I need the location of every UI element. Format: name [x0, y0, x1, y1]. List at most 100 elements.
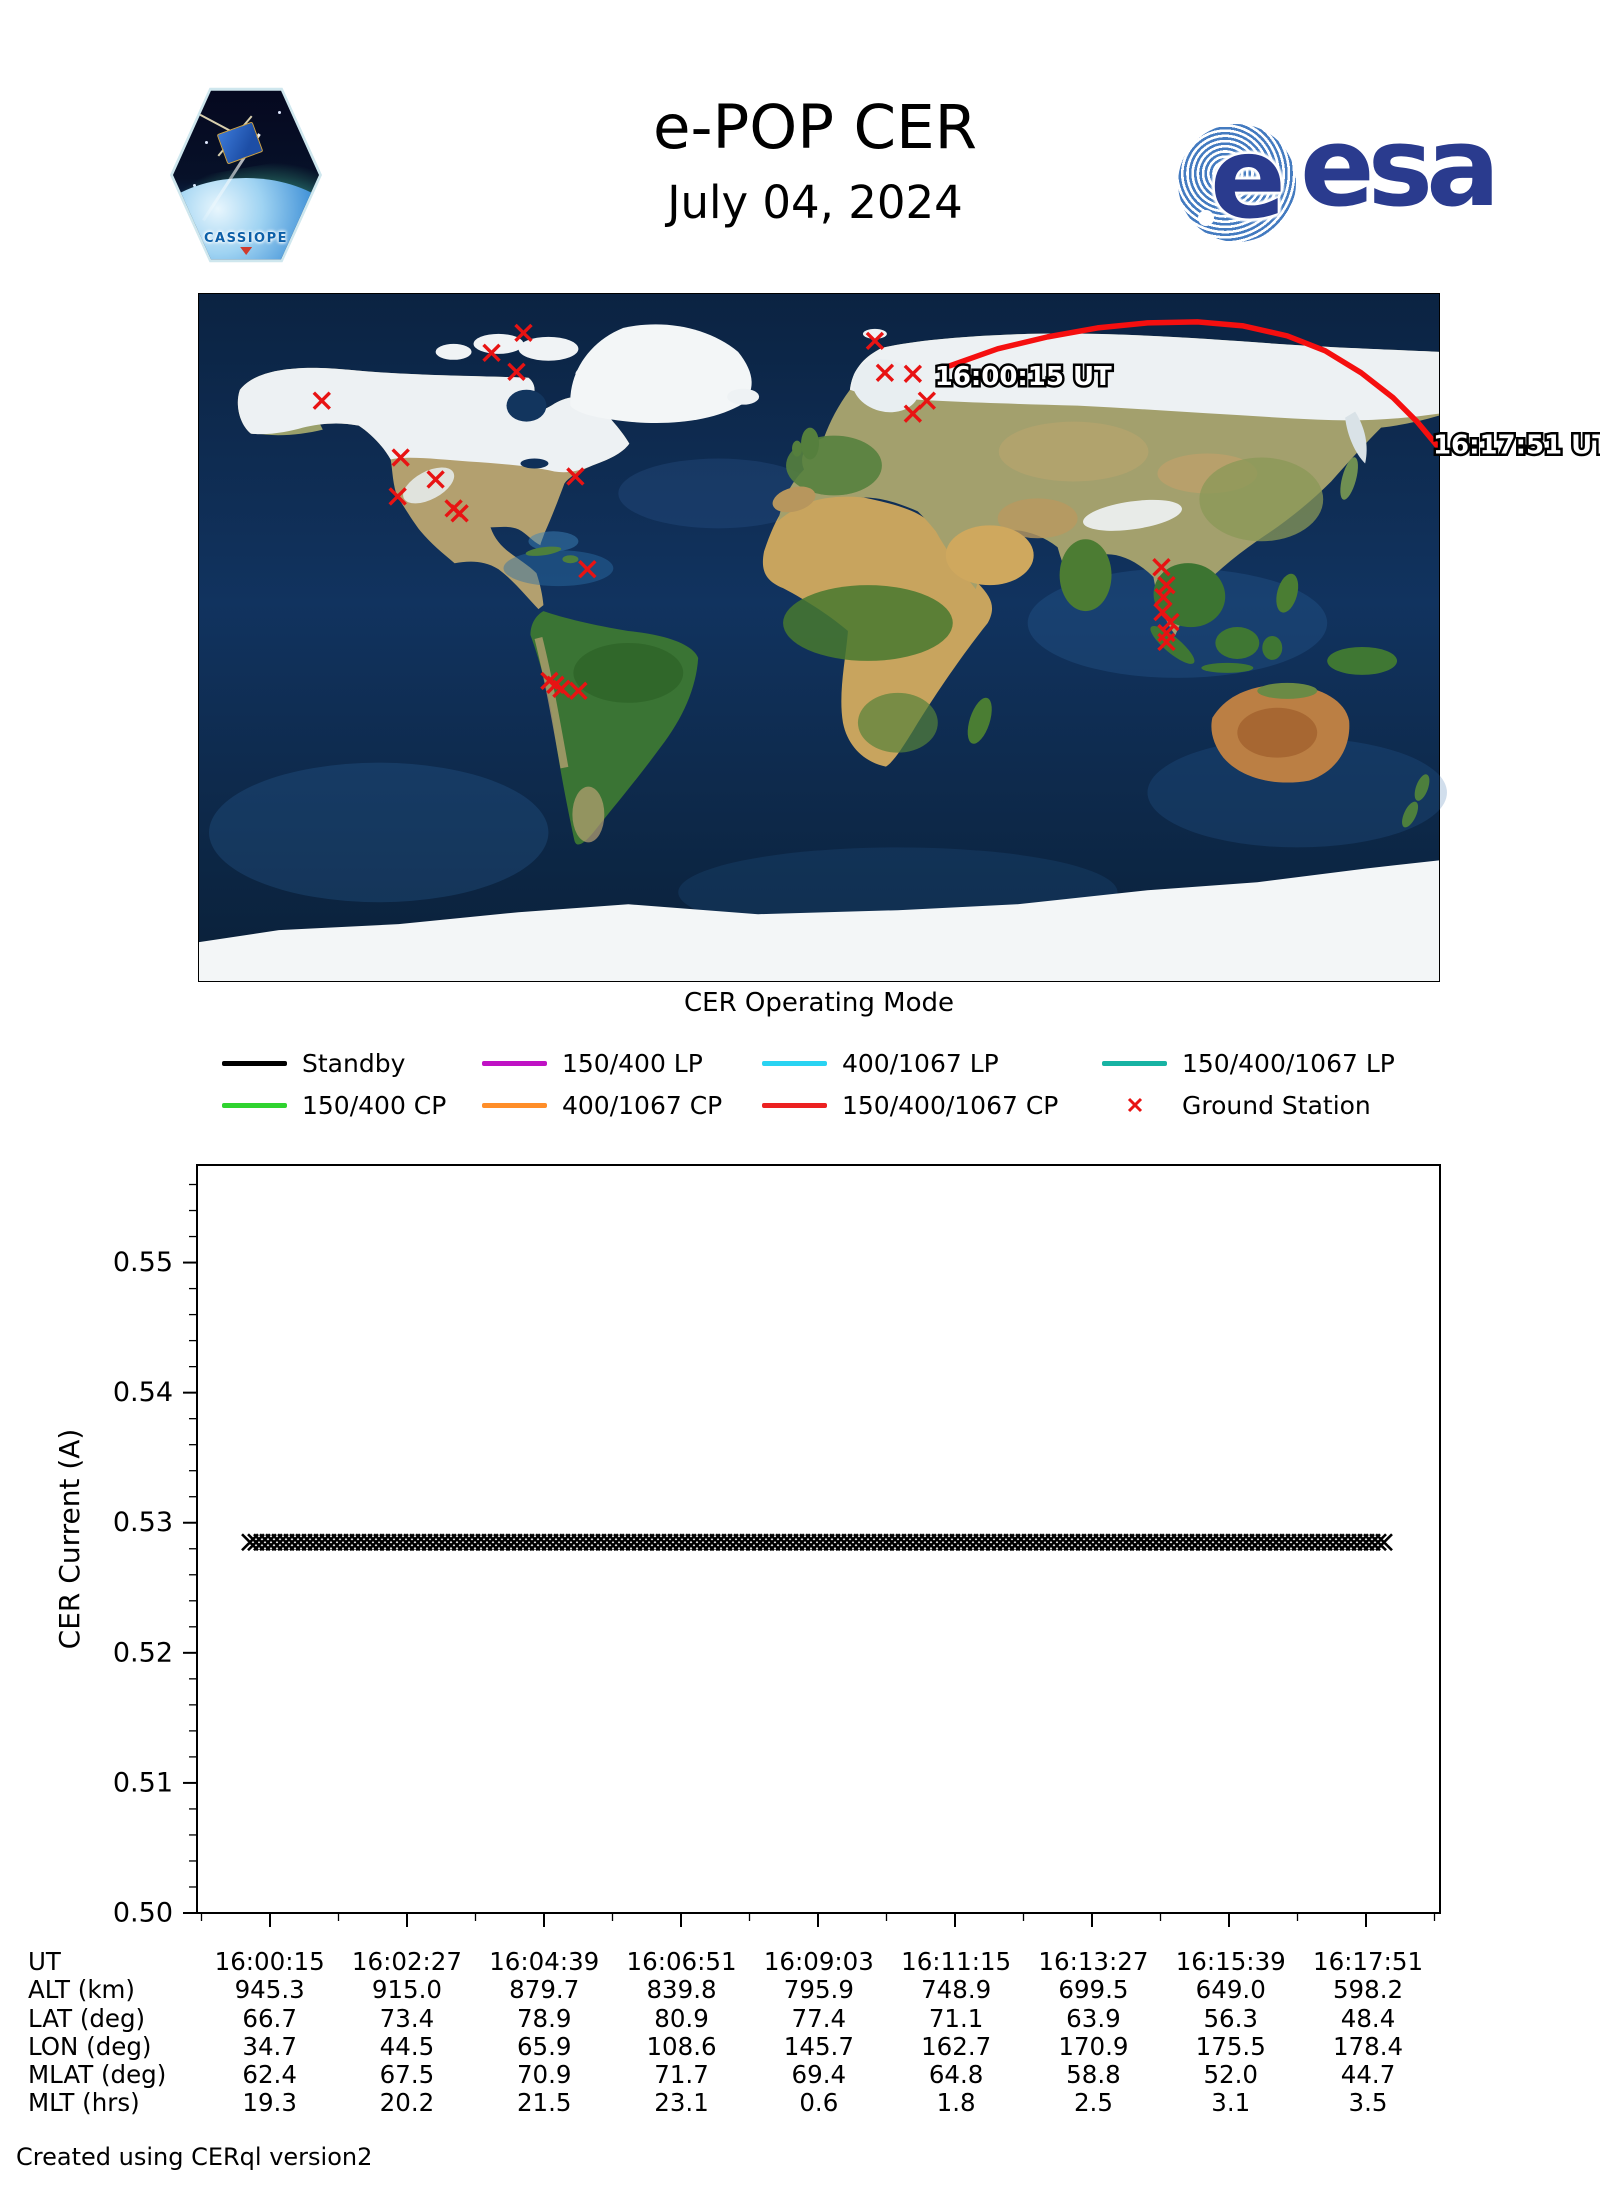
satellite-track [947, 319, 1440, 449]
legend-item-label: Standby [302, 1048, 406, 1078]
table-cell: 21.5 [516, 2088, 572, 2118]
legend-item: Ground Station [1102, 1088, 1371, 1122]
british-isles [801, 427, 819, 460]
cuba [525, 546, 562, 556]
ground-station-marker [1152, 558, 1171, 577]
legend-title: CER Operating Mode [683, 988, 954, 1018]
ground-station-marker [865, 331, 885, 351]
india [1059, 539, 1112, 612]
madagascar [967, 697, 992, 744]
iceland [727, 388, 760, 405]
footer-credit: Created using CERql version2 [16, 2143, 373, 2171]
table-cell: 34.7 [242, 2031, 297, 2061]
ground-station-marker [569, 681, 588, 701]
ground-station-marker [1154, 587, 1173, 607]
track-start-time-label: 16:00:15 UT [935, 362, 1112, 392]
legend-item-label: 400/1067 CP [562, 1090, 723, 1120]
table-cell: 170.9 [1058, 2031, 1129, 2061]
great-lakes [520, 458, 549, 469]
table-cell: 839.8 [646, 1975, 717, 2005]
scandinavia-snow [852, 359, 920, 413]
cassiope-label: CASSIOPE [203, 230, 289, 246]
table-cell: 16:17:51 [1313, 1947, 1424, 1976]
ground-station-marker [426, 470, 445, 489]
ground-station-marker [1161, 612, 1180, 632]
legend-item-label: Ground Station [1182, 1090, 1371, 1120]
legend-item-label: 150/400/1067 LP [1182, 1048, 1395, 1078]
cassiope-mission-patch: CASSIOPE [170, 86, 322, 264]
table-cell: 23.1 [654, 2088, 709, 2118]
table-cell: 64.8 [928, 2060, 984, 2090]
legend-item: 150/400 LP [482, 1046, 703, 1080]
table-cell: 3.5 [1348, 2088, 1388, 2118]
y-axis-label: CER Current (A) [53, 1429, 86, 1650]
ground-station-marker [578, 560, 597, 579]
table-row-label: MLAT (deg) [28, 2060, 167, 2090]
table-cell: 748.9 [921, 1975, 992, 2005]
legend-swatch-line [762, 1102, 827, 1108]
table-cell: 80.9 [654, 2003, 709, 2033]
legend-item-label: 150/400 LP [562, 1048, 703, 1078]
ephemeris-table: UT 16:00:15 16:02:27 16:04:39 16:06:51 16:09:… [20, 1947, 1437, 2118]
ground-station-marker [388, 487, 407, 506]
table-cell: 108.6 [646, 2031, 717, 2061]
table-cell: 145.7 [783, 2031, 854, 2061]
y-tick-label: 0.50 [113, 1898, 173, 1929]
table-row-label: LAT (deg) [28, 2003, 146, 2033]
esa-e-glyph: e [1210, 114, 1286, 244]
antarctica [199, 860, 1439, 981]
table-cell: 0.6 [799, 2088, 839, 2118]
table-cell: 178.4 [1332, 2031, 1404, 2061]
y-tick-label: 0.54 [113, 1377, 173, 1408]
table-cell: 77.4 [791, 2003, 847, 2033]
ground-station-marker [903, 364, 923, 383]
track-end-time-label: 16:17:51 UT [1433, 431, 1600, 461]
table-cell: 162.7 [921, 2031, 992, 2061]
esa-logo: e esa [1178, 103, 1500, 254]
new-guinea [1327, 646, 1398, 675]
star-dot [205, 140, 209, 144]
table-cell: 63.9 [1066, 2003, 1121, 2033]
table-cell: 945.3 [234, 1975, 305, 2005]
table-cell: 16:11:15 [901, 1947, 1012, 1976]
esa-globe-icon [1178, 124, 1296, 242]
table-cell: 16:04:39 [489, 1947, 600, 1976]
ground-station-marker [312, 391, 331, 410]
table-cell: 56.3 [1203, 2003, 1258, 2033]
legend-item-label: 150/400 CP [302, 1090, 447, 1120]
plot-frame [196, 1164, 1441, 1914]
legend-item: 150/400/1067 LP [1102, 1046, 1395, 1080]
legend-swatch-line [1102, 1060, 1167, 1066]
siberia-snow [849, 333, 1439, 421]
world-map: 16:00:15 UT 16:17:51 UT [199, 294, 1600, 981]
hudson-bay [506, 389, 547, 422]
y-tick-label: 0.55 [113, 1247, 173, 1278]
legend-swatch-line [482, 1060, 547, 1066]
table-cell: 16:09:03 [763, 1947, 874, 1976]
table-cell: 915.0 [371, 1975, 443, 2005]
table-cell: 70.9 [516, 2060, 572, 2090]
table-cell: 795.9 [783, 1975, 854, 2005]
legend-item: 150/400 CP [222, 1088, 446, 1122]
patch-chevron [240, 246, 253, 255]
table-cell: 58.8 [1066, 2060, 1121, 2090]
ground-station-marker [507, 362, 526, 381]
table-cell: 52.0 [1203, 2060, 1258, 2090]
cer-current-data-band [241, 1533, 1393, 1552]
table-cell: 649.0 [1195, 1975, 1266, 2005]
ground-station-marker [875, 363, 895, 382]
esa-globe-dot [1198, 210, 1214, 226]
ground-station-marker [1157, 632, 1176, 652]
table-cell: 71.7 [654, 2060, 709, 2090]
table-cell: 16:13:27 [1038, 1947, 1149, 1976]
table-cell: 67.5 [379, 2060, 435, 2090]
table-row-label: UT [28, 1947, 61, 1976]
table-cell: 16:02:27 [351, 1947, 462, 1976]
ground-station-marker [566, 467, 585, 486]
table-cell: 20.2 [379, 2088, 435, 2118]
philippines [1276, 573, 1299, 613]
table-cell: 879.7 [509, 1975, 580, 2005]
page-date: July 04, 2024 [667, 176, 963, 229]
greenland [570, 324, 752, 424]
